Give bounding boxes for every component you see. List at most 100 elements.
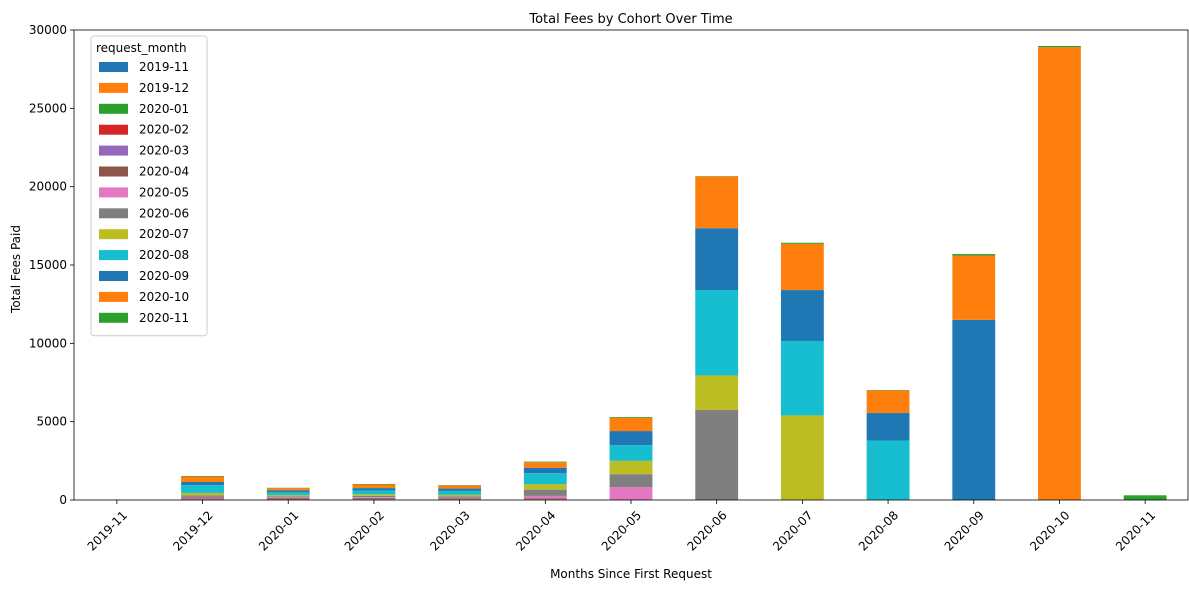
bar-2020-01-series-7: [266, 496, 310, 498]
bar-2020-03-series-8: [438, 494, 482, 497]
bar-2020-05-series-9: [609, 445, 653, 461]
bar-2020-02-series-5: [352, 497, 396, 499]
bar-2020-02-series-10: [352, 488, 396, 491]
y-tick-label: 0: [59, 493, 67, 507]
x-tick-label: 2019-12: [170, 508, 215, 553]
bar-2020-07-series-12: [780, 242, 824, 244]
bar-2019-12-series-11: [181, 476, 224, 482]
bar-2020-01-series-8: [266, 495, 310, 497]
y-tick-label: 10000: [29, 336, 67, 350]
bar-2020-07-series-8: [780, 415, 824, 500]
y-tick-label: 5000: [36, 415, 67, 429]
legend-entry: 2020-05: [139, 185, 189, 199]
bar-2020-09-series-11: [952, 255, 996, 320]
legend-swatch: [99, 145, 128, 156]
bars-layer: [95, 45, 1167, 500]
legend-entry: 2020-07: [139, 227, 189, 241]
legend-title: request_month: [96, 41, 187, 55]
x-tick-label: 2020-02: [342, 508, 387, 553]
y-tick-label: 20000: [29, 180, 67, 194]
bar-2020-05-series-8: [609, 460, 653, 475]
bar-2020-01-series-9: [266, 492, 310, 496]
bar-2020-07-series-10: [780, 290, 824, 341]
bar-2020-03-series-6: [438, 497, 482, 499]
bar-2020-04-series-6: [523, 495, 567, 499]
bar-2019-12-series-9: [181, 485, 224, 493]
legend-entry: 2020-02: [139, 123, 189, 137]
bar-2020-06-series-11: [695, 176, 739, 229]
bar-2020-02-series-11: [352, 484, 396, 489]
bar-2020-09-series-12: [952, 254, 996, 256]
bar-2019-12-series-6: [181, 496, 224, 498]
bar-2020-03-series-10: [438, 488, 482, 491]
bar-2020-06-series-7: [695, 409, 739, 500]
bar-2020-04-series-12: [523, 461, 567, 463]
bar-2020-02-series-8: [352, 494, 396, 496]
bar-2020-04-series-8: [523, 484, 567, 490]
legend-entry: 2020-06: [139, 206, 189, 220]
bar-2020-09-series-10: [952, 319, 996, 500]
y-axis-label: Total Fees Paid: [9, 225, 23, 314]
bar-2020-01-series-10: [266, 490, 310, 493]
bar-2019-12-series-10: [181, 481, 224, 486]
legend-swatch: [99, 208, 128, 219]
bar-2019-12-series-8: [181, 492, 224, 496]
bar-2020-11-series-12: [1123, 495, 1167, 500]
bar-2020-04-series-10: [523, 467, 567, 474]
y-tick-label: 25000: [29, 101, 67, 115]
legend-swatch: [99, 271, 128, 281]
x-tick-label: 2019-11: [85, 508, 130, 553]
bar-2020-03-series-11: [438, 485, 482, 489]
legend-entry: 2020-01: [139, 102, 189, 116]
x-tick-label: 2020-03: [427, 508, 472, 553]
bar-2020-02-series-6: [352, 497, 396, 498]
legend-swatch: [99, 187, 128, 198]
bar-2020-02-series-9: [352, 490, 396, 495]
bar-2020-07-series-9: [780, 340, 824, 416]
x-axis: 2019-11 2019-12 2020-01 2020-02 2020-03 2020-…: [85, 500, 1158, 554]
bar-2020-05-series-6: [609, 487, 653, 500]
legend-entry: 2020-10: [139, 290, 189, 304]
bar-2020-04-series-7: [523, 489, 567, 496]
legend-entry: 2020-08: [139, 248, 189, 262]
bar-2020-06-series-8: [695, 375, 739, 410]
bar-2020-06-series-10: [695, 228, 739, 291]
bar-2020-04-series-9: [523, 473, 567, 485]
legend-entry: 2019-12: [139, 81, 189, 95]
legend-entry: 2019-11: [139, 60, 189, 74]
x-tick-label: 2020-07: [770, 508, 815, 553]
bar-2020-08-series-11: [866, 390, 910, 414]
bar-2020-03-series-9: [438, 490, 482, 495]
bar-2020-04-series-11: [523, 462, 567, 468]
legend: request_month 2019-11 2019-12 2020-01 2020-…: [90, 35, 208, 337]
x-axis-label: Months Since First Request: [550, 567, 712, 581]
legend-swatch: [99, 82, 128, 93]
y-axis: 0 5000 10000 15000 20000 25000 30000: [29, 23, 74, 507]
legend-entry: 2020-09: [139, 269, 189, 283]
legend-swatch: [99, 103, 128, 114]
x-tick-label: 2020-08: [856, 508, 901, 553]
x-tick-label: 2020-04: [513, 508, 558, 553]
y-tick-label: 15000: [29, 258, 67, 272]
legend-swatch: [99, 229, 128, 240]
bar-2020-06-series-9: [695, 290, 739, 376]
legend-swatch: [99, 291, 128, 302]
bar-2020-02-series-7: [352, 495, 396, 498]
x-tick-label: 2020-09: [942, 508, 987, 553]
bar-2020-01-series-11: [266, 488, 310, 491]
bar-2020-03-series-5: [438, 498, 482, 500]
bar-2020-08-series-9: [866, 440, 910, 500]
bar-2020-05-series-10: [609, 431, 653, 446]
bar-2020-05-series-11: [609, 417, 653, 432]
bar-2019-12-series-5: [181, 497, 224, 499]
bar-2020-08-series-10: [866, 413, 910, 441]
x-tick-label: 2020-01: [256, 508, 301, 553]
x-tick-label: 2020-10: [1027, 508, 1072, 553]
bar-2020-10-series-12: [1038, 45, 1081, 48]
x-tick-label: 2020-11: [1113, 508, 1158, 553]
legend-swatch: [99, 124, 128, 135]
bar-2020-01-series-5: [266, 497, 310, 499]
bar-2019-12-series-7: [181, 495, 224, 497]
x-tick-label: 2020-06: [684, 508, 729, 553]
